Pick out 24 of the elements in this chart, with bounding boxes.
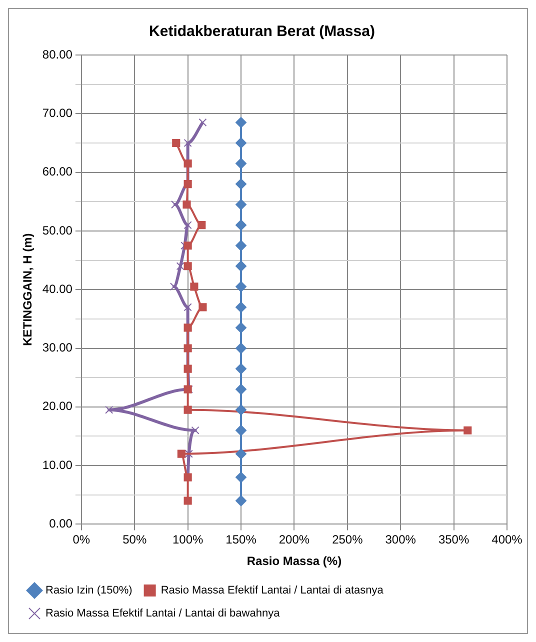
x-tick-label: 200% [278, 532, 310, 547]
y-tick-label: 40.00 [42, 282, 73, 296]
x-axis-title: Rasio Massa (%) [246, 554, 342, 568]
legend-label: Rasio Massa Efektif Lantai / Lantai di atasnya [160, 584, 384, 597]
x-tick-label: 400% [492, 532, 523, 547]
y-tick-label: 60.00 [42, 164, 73, 179]
legend-label: Rasio Izin (150%) [46, 584, 132, 597]
y-tick-label: 30.00 [42, 340, 73, 355]
x-tick-label: 250% [332, 532, 364, 547]
chart-title: Ketidakberaturan Berat (Massa) [149, 23, 375, 40]
x-tick-label: 100% [172, 532, 204, 547]
y-tick-label: 70.00 [42, 106, 73, 120]
y-tick-label: 20.00 [42, 399, 73, 414]
y-tick-label: 50.00 [42, 223, 73, 238]
x-tick-label: 350% [438, 532, 470, 547]
y-tick-label: 80.00 [42, 47, 73, 62]
y-tick-label: 10.00 [42, 458, 73, 472]
x-tick-label: 0% [72, 532, 90, 547]
legend-label: Rasio Massa Efektif Lantai / Lantai di bawahnya [46, 608, 281, 620]
x-tick-label: 300% [385, 532, 416, 547]
y-axis-title: KETINGGAIN, H (m) [20, 233, 35, 346]
x-tick-label: 50% [122, 532, 147, 547]
y-tick-label: 0.00 [49, 516, 73, 531]
x-tick-label: 150% [226, 532, 257, 547]
